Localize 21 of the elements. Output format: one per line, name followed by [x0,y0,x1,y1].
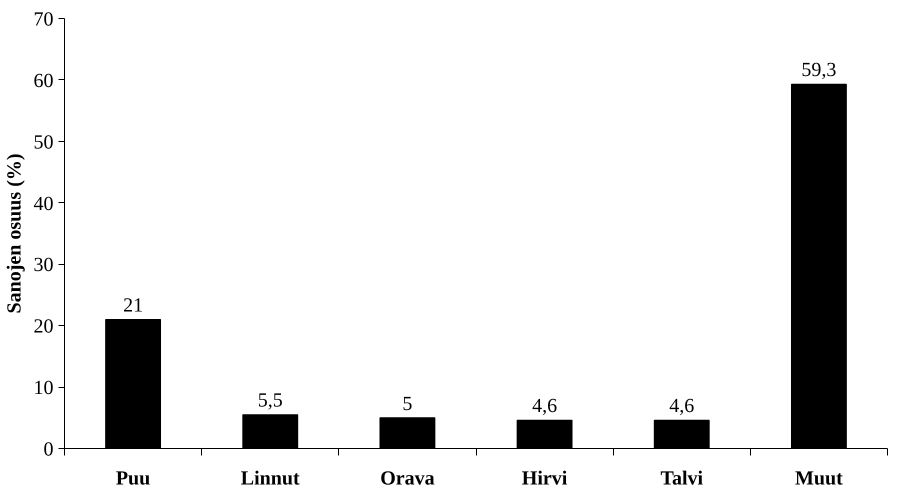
data-label: 5,5 [258,390,283,412]
x-tick-label: Linnut [240,468,300,490]
y-tick-label: 50 [34,131,54,154]
x-tick-label: Puu [116,468,150,490]
y-tick-label: 30 [34,254,54,276]
data-label: 59,3 [801,59,836,82]
y-tick-label: 0 [44,438,54,460]
data-label: 5 [402,392,412,415]
x-tick-label: Talvi [660,468,704,490]
data-label: 4,6 [532,395,558,418]
data-label: 4,6 [669,395,694,418]
y-axis-title: Sanojen osuus (%) [4,153,26,314]
y-tick-label: 20 [34,316,54,338]
y-tick-label: 10 [34,377,54,400]
y-tick-label: 40 [34,192,54,215]
x-tick-label: Orava [380,468,435,490]
x-tick-label: Muut [795,468,844,490]
y-tick-label: 60 [34,70,54,92]
data-label: 21 [123,294,144,316]
y-tick-label: 70 [34,8,54,30]
x-tick-label: Hirvi [522,468,568,490]
